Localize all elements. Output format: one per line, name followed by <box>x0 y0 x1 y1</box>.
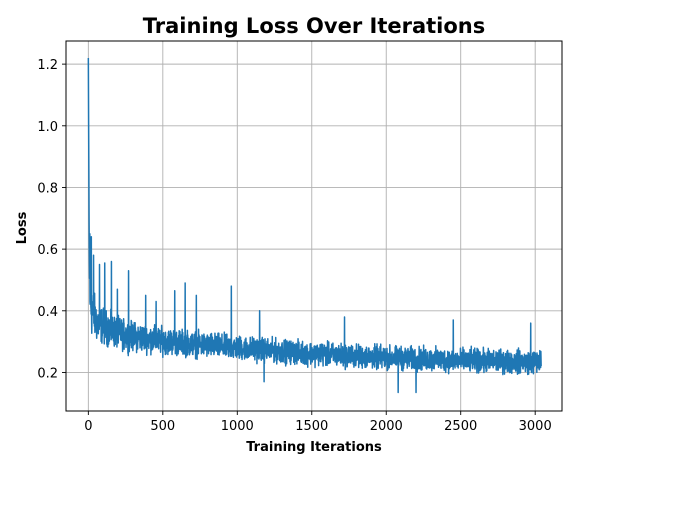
y-tick-label: 0.4 <box>37 305 58 320</box>
grid-layer <box>66 41 562 411</box>
y-tick-label: 0.6 <box>37 243 58 258</box>
x-tick-label: 1000 <box>221 419 254 434</box>
x-tick-label: 1500 <box>295 419 328 434</box>
chart-title: Training Loss Over Iterations <box>143 14 486 38</box>
y-tick-label: 1.2 <box>37 58 58 73</box>
x-tick-label: 2000 <box>370 419 403 434</box>
y-tick-label: 0.8 <box>37 181 58 196</box>
plot-frame <box>65 40 563 412</box>
x-tick-label: 2500 <box>444 419 477 434</box>
y-axis-label: Loss <box>15 211 30 244</box>
y-tick-label: 1.0 <box>37 120 58 135</box>
x-tick-label: 500 <box>150 419 175 434</box>
y-tick-label: 0.2 <box>37 366 58 381</box>
x-tick-label: 3000 <box>519 419 552 434</box>
x-tick-label: 0 <box>84 419 92 434</box>
series-layer <box>87 57 542 394</box>
x-axis-label: Training Iterations <box>246 440 382 455</box>
loss-series-line <box>87 57 542 394</box>
ticks-layer: 0 500 1000 1500 2000 2500 3000 0.2 0.4 0.6 0.8 1.0 1… <box>37 58 551 434</box>
